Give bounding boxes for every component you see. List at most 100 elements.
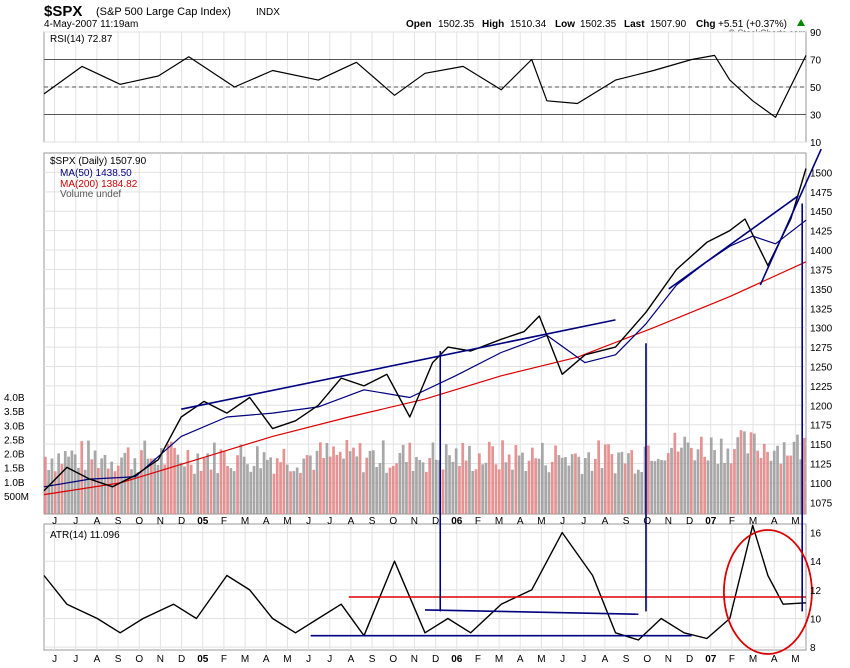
volume-bar <box>686 442 690 514</box>
volume-bars <box>44 430 806 514</box>
price-x-tick-label: M <box>537 516 545 527</box>
price-x-tick-label: J <box>560 516 565 527</box>
rsi-y-tick-label: 10 <box>810 138 822 149</box>
volume-bar <box>401 444 405 514</box>
price-y-tick-label: 1200 <box>810 401 833 412</box>
volume-bar <box>249 471 253 514</box>
volume-tick-label: 2.5B <box>4 435 25 446</box>
volume-bar <box>67 456 70 514</box>
atr-spike-circle-annotation <box>723 529 813 655</box>
atr-line <box>43 524 807 641</box>
volume-bar <box>199 470 203 514</box>
volume-bar <box>275 458 279 514</box>
volume-bar <box>613 473 617 514</box>
volume-bar <box>726 448 730 514</box>
atr-x-tick-label: J <box>73 654 78 665</box>
price-x-tick-label: A <box>94 516 101 527</box>
price-x-tick-label: S <box>115 516 122 527</box>
atr-x-tick-label: 06 <box>451 654 463 665</box>
volume-bar <box>786 455 789 514</box>
price-y-tick-label: 1500 <box>810 168 833 179</box>
volume-bar <box>769 460 773 514</box>
atr-x-tick-label: J <box>306 654 311 665</box>
volume-bar <box>491 446 495 514</box>
atr-x-tick-label: A <box>602 654 609 665</box>
volume-bar <box>700 436 703 514</box>
price-trendline <box>181 319 616 410</box>
atr-x-tick-label: F <box>475 654 481 665</box>
volume-tick-label: 1.0B <box>4 478 25 489</box>
volume-bar <box>511 469 514 514</box>
volume-bar <box>106 468 110 514</box>
volume-bar <box>292 471 296 514</box>
volume-bar <box>703 456 707 514</box>
atr-x-tick-label: 05 <box>197 654 209 665</box>
volume-bar <box>577 456 581 514</box>
atr-y-tick-label: 12 <box>810 586 822 597</box>
price-y-tick-label: 1425 <box>810 227 833 238</box>
volume-bar <box>517 455 521 514</box>
volume-bar <box>650 460 654 514</box>
volume-bar <box>269 457 273 514</box>
volume-bar <box>607 444 610 514</box>
volume-bar <box>544 465 548 514</box>
data-lines <box>43 54 822 655</box>
volume-bar <box>358 443 362 514</box>
price-x-tick-label: A <box>602 516 609 527</box>
volume-bar <box>504 462 508 514</box>
volume-bar <box>362 472 365 514</box>
volume-bar <box>236 455 239 514</box>
volume-bar <box>451 461 455 514</box>
price-y-tick-label: 1325 <box>810 304 833 315</box>
volume-bar <box>352 447 355 514</box>
volume-bar <box>90 459 94 514</box>
timestamp: 4-May-2007 11:19am <box>44 19 138 30</box>
price-x-tick-label: J <box>306 516 311 527</box>
volume-bar <box>50 458 54 514</box>
atr-x-tick-label: J <box>327 654 332 665</box>
volume-bar <box>123 452 127 514</box>
volume-bar <box>83 469 87 514</box>
volume-bar <box>567 465 571 514</box>
volume-bar <box>683 436 687 514</box>
volume-bar <box>454 448 458 514</box>
price-x-tick-label: O <box>135 516 143 527</box>
volume-bar <box>262 452 266 514</box>
volume-bar <box>587 452 591 514</box>
volume-bar <box>325 443 329 514</box>
volume-bar <box>93 450 97 514</box>
price-y-tick-label: 1450 <box>810 207 833 218</box>
volume-bar <box>736 437 740 514</box>
atr-x-tick-label: O <box>389 654 397 665</box>
atr-x-tick-label: M <box>791 654 799 665</box>
volume-bar <box>315 450 319 514</box>
symbol-title: $SPX <box>44 3 82 20</box>
volume-bar <box>226 466 229 514</box>
volume-bar <box>133 458 137 514</box>
exchange-label: INDX <box>256 7 280 18</box>
open-label: Open <box>406 19 432 30</box>
volume-bar <box>130 469 133 514</box>
volume-bar <box>550 461 554 514</box>
ma200-legend: MA(200) 1384.82 <box>60 179 138 190</box>
atr-x-tick-label: N <box>665 654 672 665</box>
volume-bar <box>468 445 471 514</box>
price-y-tick-label: 1250 <box>810 362 833 373</box>
volume-bar <box>643 446 647 514</box>
volume-bar <box>759 458 763 514</box>
price-y-tick-label: 1225 <box>810 382 833 393</box>
volume-bar <box>143 440 147 514</box>
volume-bar <box>173 447 176 514</box>
volume-bar <box>375 467 379 514</box>
price-trendline <box>759 148 822 286</box>
volume-bar <box>501 440 504 514</box>
volume-bar <box>507 454 511 514</box>
price-trendline <box>668 195 799 290</box>
volume-bar <box>47 470 51 514</box>
volume-tick-label: 1.5B <box>4 464 25 475</box>
volume-bar <box>44 456 47 514</box>
price-x-tick-label: A <box>263 516 270 527</box>
volume-tick-label: 4.0B <box>4 393 25 404</box>
volume-bar <box>428 458 432 514</box>
volume-bar <box>388 467 392 514</box>
